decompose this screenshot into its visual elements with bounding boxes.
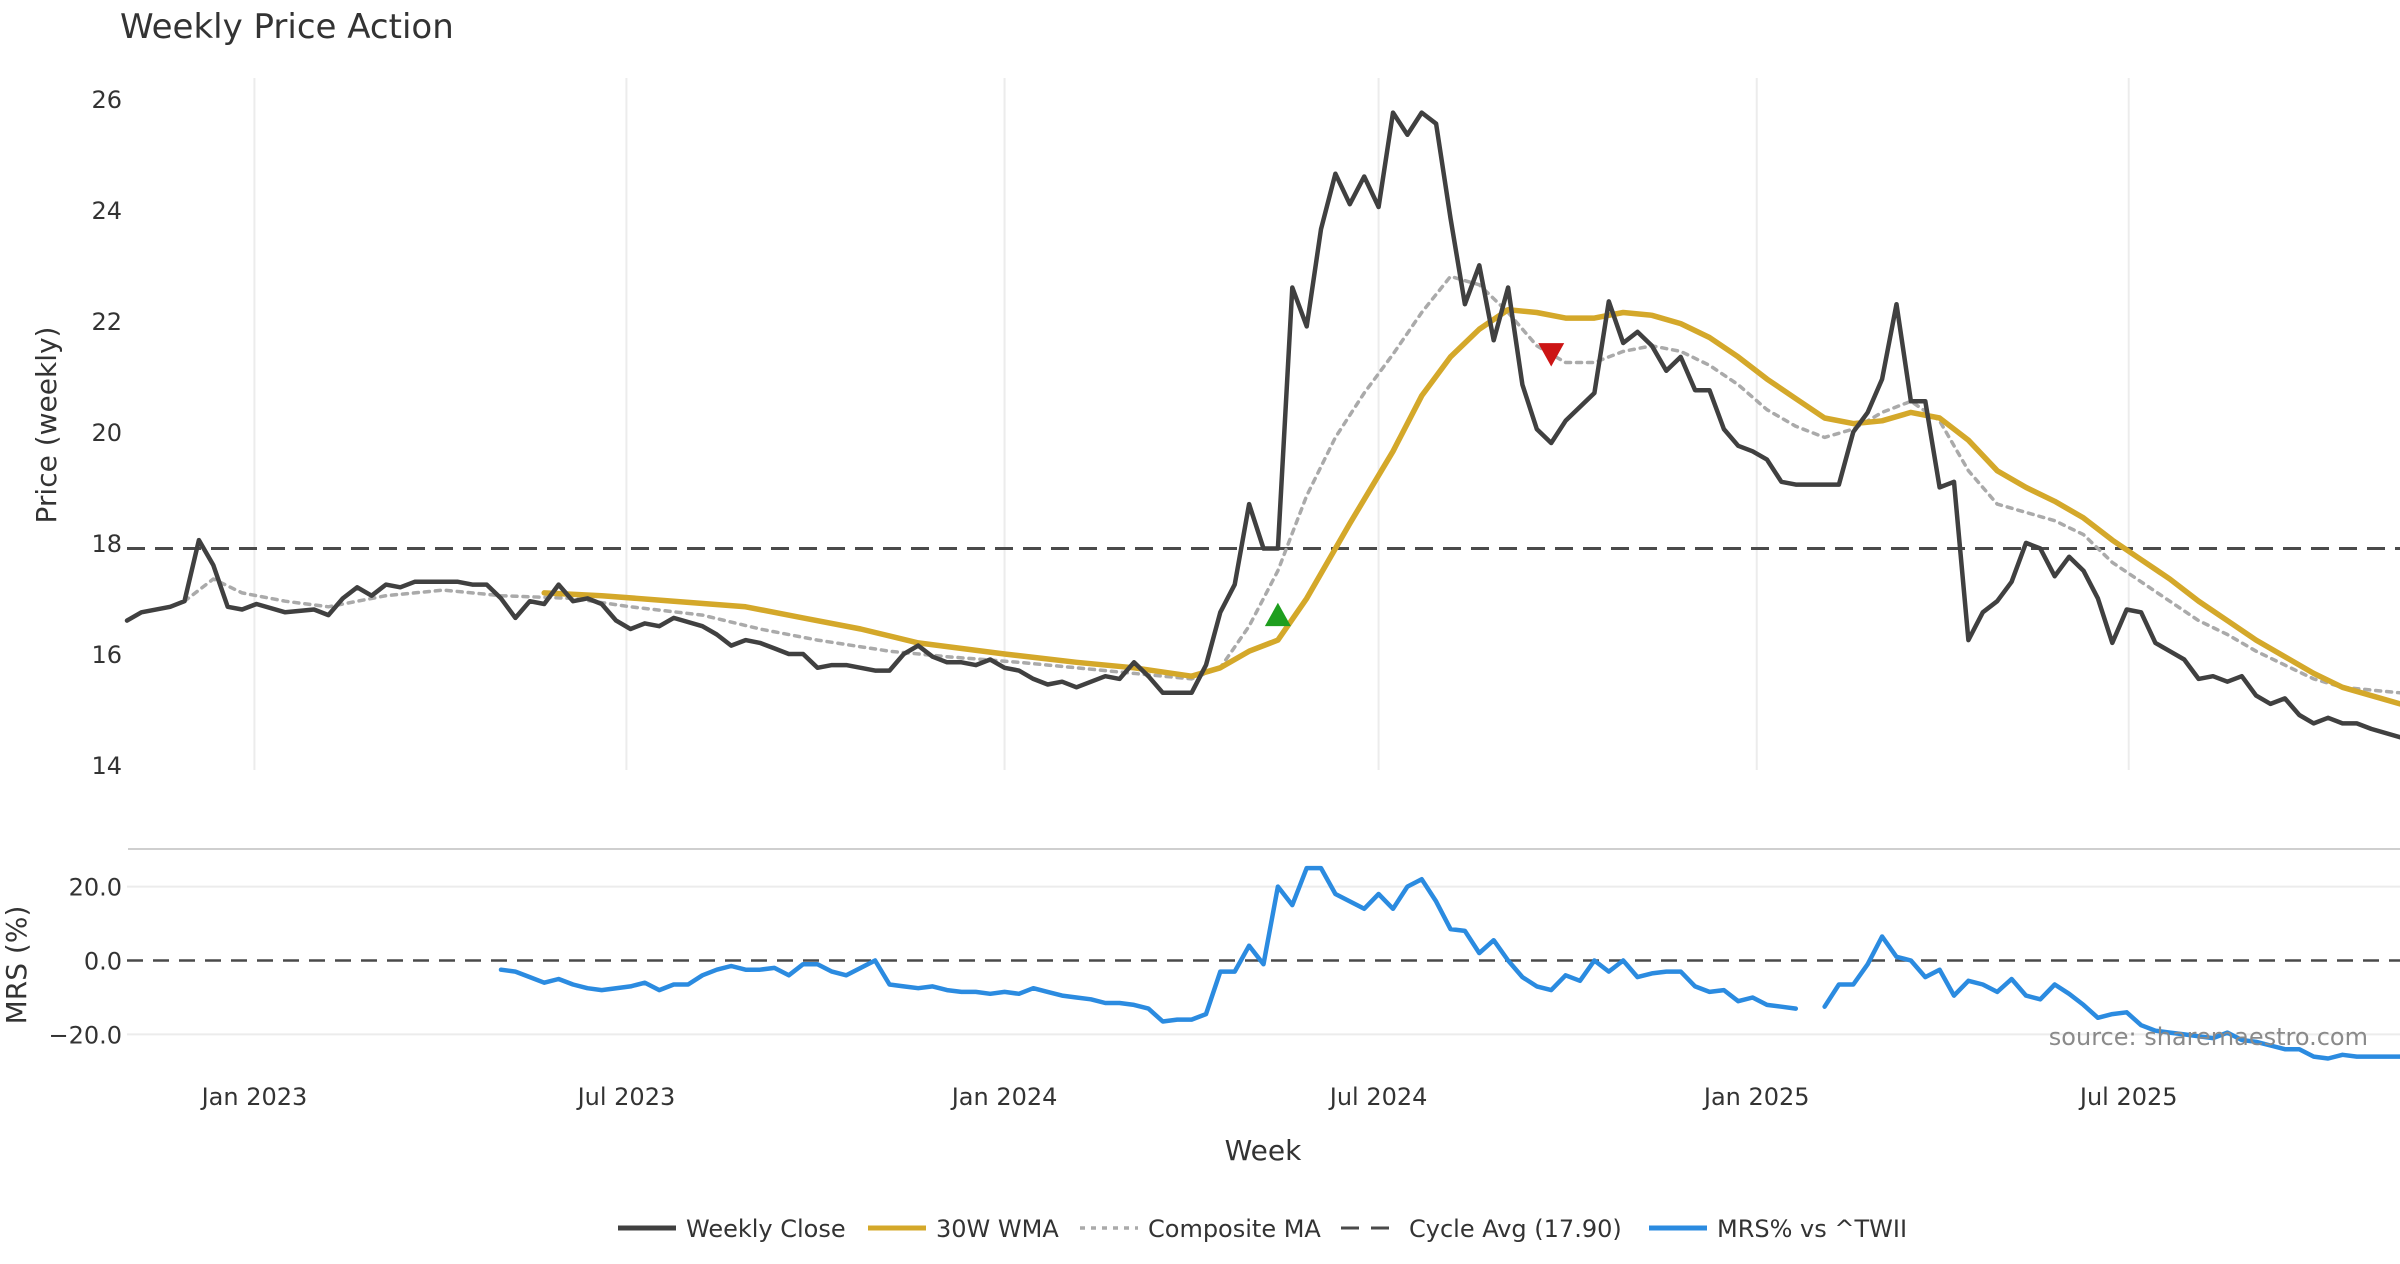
x-tick-label: Jul 2023 [576, 1083, 676, 1111]
x-tick-label: Jul 2024 [1328, 1083, 1428, 1111]
price-y-tick-label: 18 [91, 530, 122, 558]
price-y-tick-label: 26 [91, 86, 122, 114]
x-tick-label: Jan 2025 [1702, 1083, 1810, 1111]
mrs-y-axis-label: MRS (%) [0, 906, 33, 1025]
x-tick-label: Jan 2024 [950, 1083, 1058, 1111]
price-y-axis-label: Price (weekly) [30, 327, 63, 524]
mrs-y-tick-label: −20.0 [48, 1021, 122, 1049]
mrs-y-tick-label: 20.0 [69, 874, 122, 902]
mrs-y-tick-label: 0.0 [84, 948, 122, 976]
legend-label: MRS% vs ^TWII [1717, 1215, 1907, 1243]
legend-label: Weekly Close [686, 1215, 846, 1243]
x-tick-label: Jul 2025 [2078, 1083, 2178, 1111]
x-tick-label: Jan 2023 [200, 1083, 308, 1111]
source-watermark: source: sharemaestro.com [2049, 1023, 2368, 1051]
x-axis-label: Week [1225, 1134, 1302, 1167]
price-y-tick-label: 14 [91, 752, 122, 780]
price-y-tick-label: 24 [91, 197, 122, 225]
price-y-tick-label: 20 [91, 419, 122, 447]
price-y-tick-label: 22 [91, 308, 122, 336]
legend-label: 30W WMA [936, 1215, 1059, 1243]
legend-label: Composite MA [1148, 1215, 1321, 1243]
legend-label: Cycle Avg (17.90) [1409, 1215, 1622, 1243]
price-y-tick-label: 16 [91, 641, 122, 669]
chart-title: Weekly Price Action [120, 7, 454, 47]
